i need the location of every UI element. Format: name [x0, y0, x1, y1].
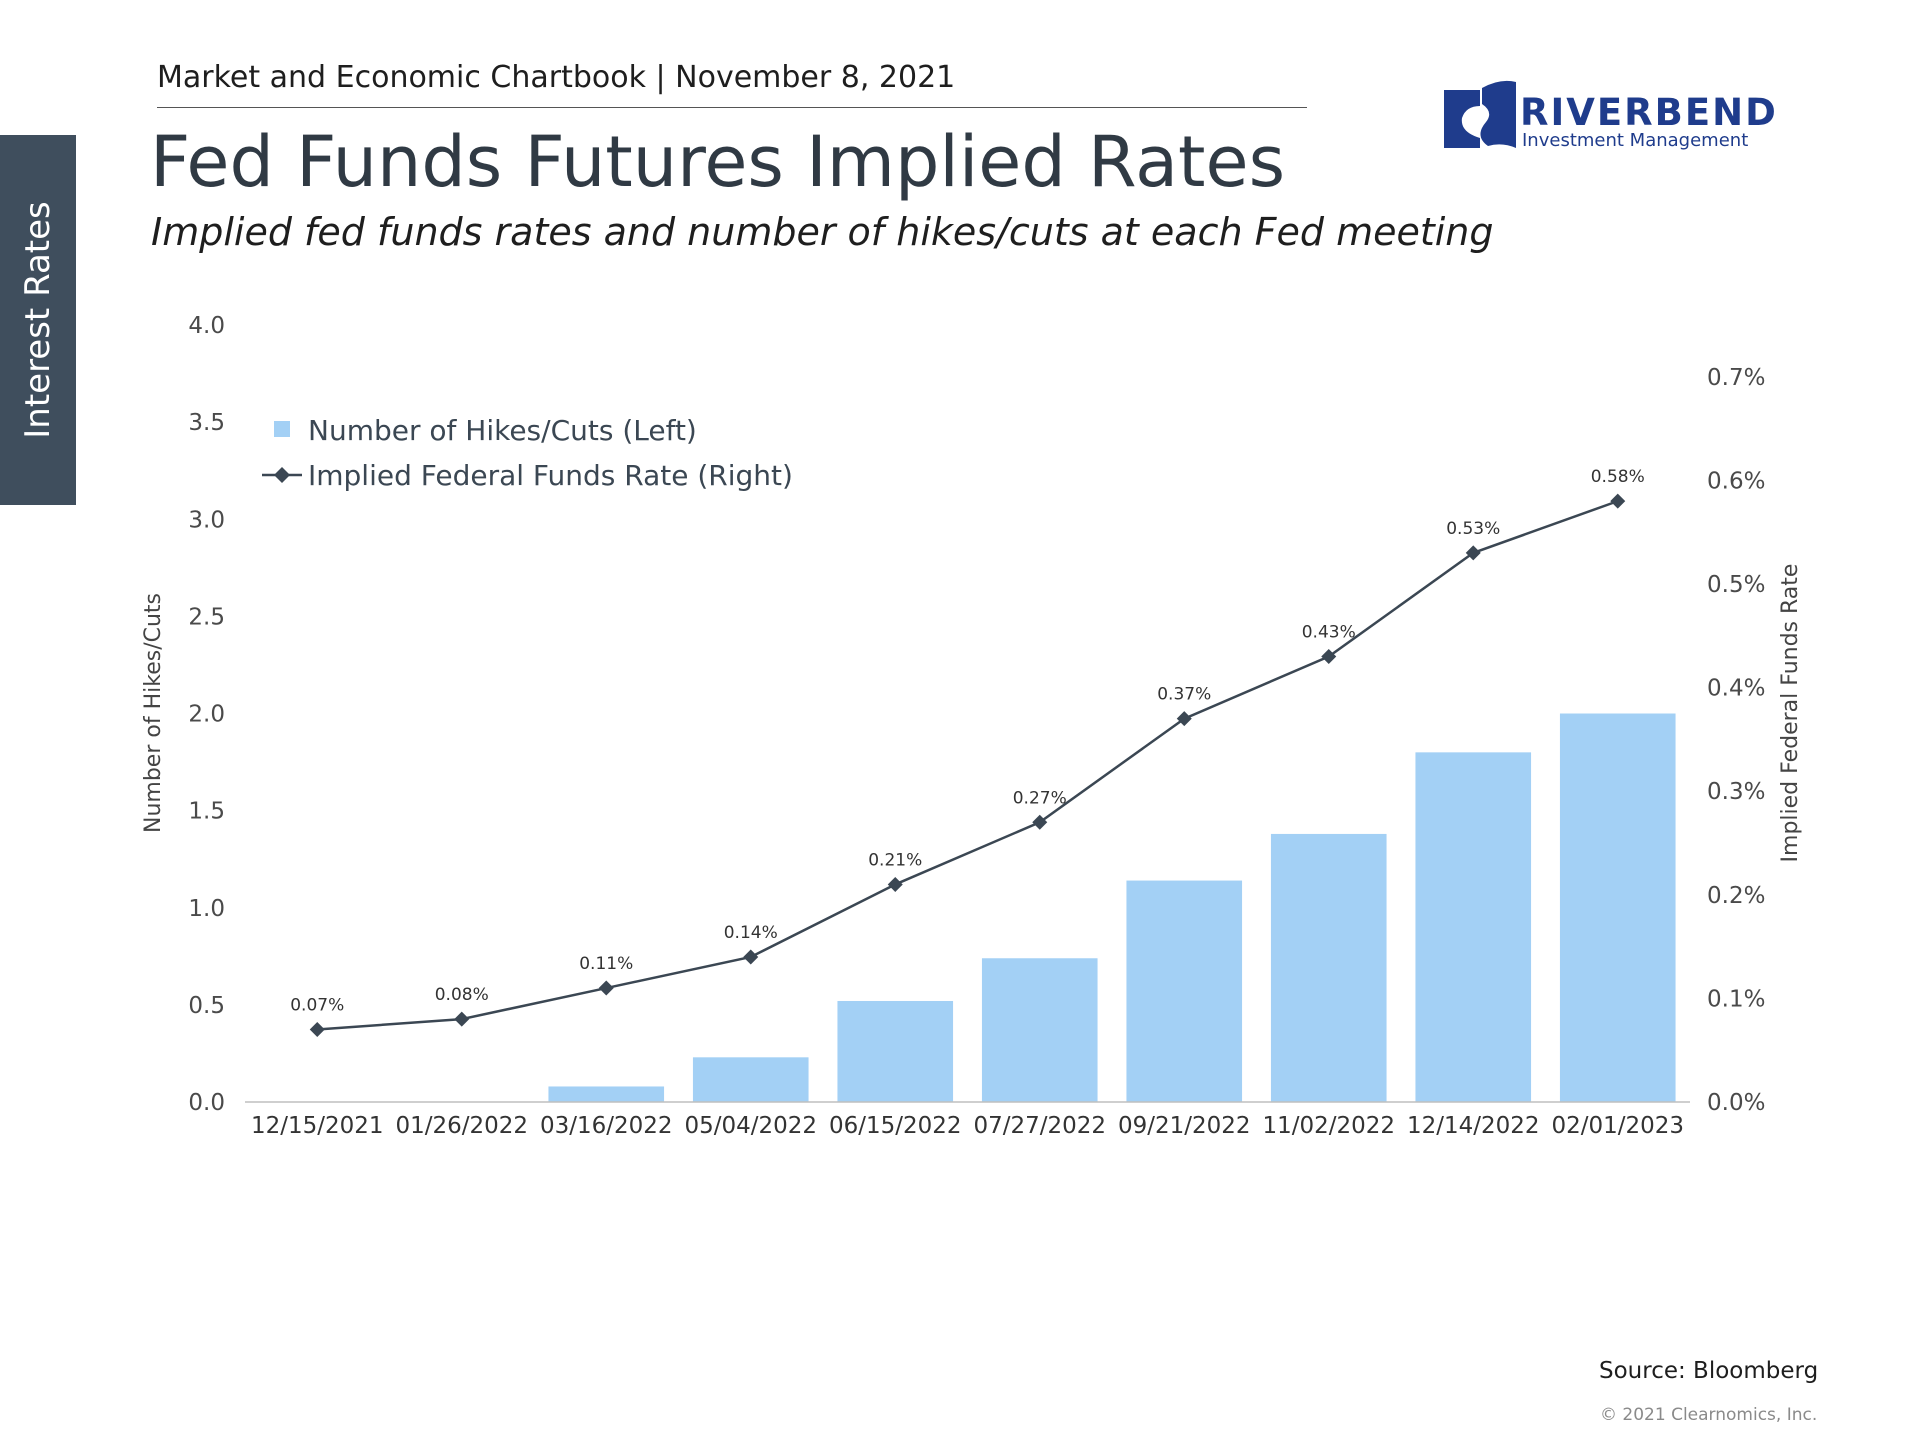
right-tick-label: 0.5% — [1707, 572, 1765, 598]
rate-point-09/21/2022 — [1176, 711, 1192, 727]
rate-point-01/26/2022 — [454, 1011, 470, 1027]
rate-line — [317, 499, 1619, 1031]
x-tick-label: 12/15/2021 — [251, 1113, 384, 1139]
legend-label-rate: Implied Federal Funds Rate (Right) — [308, 459, 793, 492]
rate-point-03/16/2022 — [598, 980, 614, 996]
page-subtitle: Implied fed funds rates and number of hi… — [151, 210, 1494, 254]
chartbook-header: Market and Economic Chartbook | November… — [157, 60, 956, 95]
rate-point-02/01/2023 — [1610, 493, 1626, 509]
x-tick-label: 12/14/2022 — [1407, 1113, 1540, 1139]
x-tick-label: 02/01/2023 — [1551, 1113, 1684, 1139]
x-tick-label: 01/26/2022 — [395, 1113, 528, 1139]
rate-data-label: 0.43% — [1302, 623, 1356, 643]
source-note: Source: Bloomberg — [1599, 1358, 1819, 1384]
bar-03/16/2022 — [548, 1086, 665, 1102]
right-tick-label: 0.1% — [1707, 986, 1765, 1012]
bar-02/01/2023 — [1559, 713, 1676, 1102]
logo-tagline: Investment Management — [1522, 130, 1749, 151]
x-tick-label: 11/02/2022 — [1262, 1113, 1395, 1139]
rate-point-12/14/2022 — [1465, 545, 1481, 561]
rate-data-label: 0.11% — [579, 954, 633, 974]
bar-05/04/2022 — [692, 1057, 809, 1102]
left-tick-label: 1.0 — [188, 896, 225, 922]
left-tick-label: 1.5 — [188, 799, 225, 825]
rate-data-label: 0.08% — [435, 985, 489, 1005]
right-axis-title: Implied Federal Funds Rate — [1778, 564, 1803, 863]
riverbend-logo-icon — [1444, 80, 1516, 148]
riverbend-logo: RIVERBEND Investment Management — [1440, 76, 1776, 156]
legend-swatch-bars — [274, 421, 290, 437]
left-tick-label: 3.5 — [188, 410, 225, 436]
rate-data-label: 0.14% — [724, 923, 778, 943]
rate-point-05/04/2022 — [743, 949, 759, 965]
bar-09/21/2022 — [1126, 880, 1243, 1102]
right-tick-label: 0.7% — [1707, 365, 1765, 391]
copyright-note: © 2021 Clearnomics, Inc. — [1600, 1405, 1818, 1425]
right-tick-label: 0.3% — [1707, 779, 1765, 805]
rate-data-label: 0.07% — [290, 995, 344, 1015]
rate-data-label: 0.21% — [868, 850, 922, 870]
x-tick-label: 07/27/2022 — [973, 1113, 1106, 1139]
right-tick-label: 0.2% — [1707, 883, 1765, 909]
left-tick-label: 2.5 — [188, 604, 225, 630]
right-tick-label: 0.0% — [1707, 1090, 1765, 1116]
x-tick-label: 06/15/2022 — [829, 1113, 962, 1139]
rate-point-06/15/2022 — [887, 876, 903, 892]
x-tick-label: 05/04/2022 — [684, 1113, 817, 1139]
x-tick-label: 09/21/2022 — [1118, 1113, 1251, 1139]
page-title: Fed Funds Futures Implied Rates — [150, 121, 1286, 203]
left-tick-label: 2.0 — [188, 702, 225, 728]
left-tick-label: 3.0 — [188, 507, 225, 533]
left-tick-label: 4.0 — [188, 313, 225, 339]
bar-11/02/2022 — [1270, 833, 1387, 1102]
rate-point-07/27/2022 — [1032, 814, 1048, 830]
side-tab: Interest Rates — [0, 135, 76, 505]
bar-07/27/2022 — [981, 958, 1098, 1102]
left-tick-label: 0.0 — [188, 1090, 225, 1116]
left-axis-title: Number of Hikes/Cuts — [141, 593, 166, 833]
x-tick-label: 03/16/2022 — [540, 1113, 673, 1139]
right-tick-label: 0.4% — [1707, 676, 1765, 702]
logo-wordmark: RIVERBEND — [1520, 91, 1778, 134]
bar-12/14/2022 — [1415, 752, 1532, 1102]
rate-data-label: 0.58% — [1591, 467, 1645, 487]
rate-data-label: 0.37% — [1157, 685, 1211, 705]
rate-data-label: 0.53% — [1446, 519, 1500, 539]
left-tick-label: 0.5 — [188, 993, 225, 1019]
right-tick-label: 0.6% — [1707, 468, 1765, 494]
bar-06/15/2022 — [837, 1000, 954, 1102]
header-rule — [157, 107, 1307, 108]
rate-data-label: 0.27% — [1013, 788, 1067, 808]
legend-label-bars: Number of Hikes/Cuts (Left) — [308, 414, 697, 447]
legend-marker-rate — [274, 467, 290, 483]
rate-point-11/02/2022 — [1321, 649, 1337, 665]
rate-point-12/15/2021 — [309, 1021, 325, 1037]
